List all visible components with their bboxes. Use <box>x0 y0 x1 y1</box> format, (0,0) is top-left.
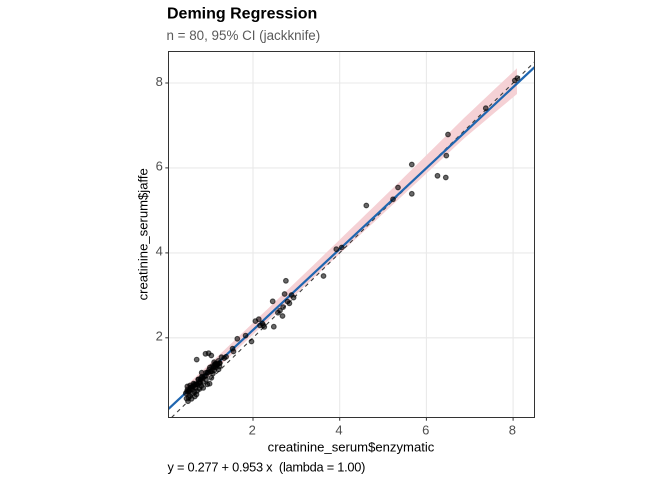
svg-text:4: 4 <box>156 244 163 259</box>
svg-text:8: 8 <box>156 74 163 89</box>
svg-text:n = 80, 95% CI (jackknife): n = 80, 95% CI (jackknife) <box>167 28 321 43</box>
svg-text:4: 4 <box>335 423 342 438</box>
svg-text:6: 6 <box>422 423 429 438</box>
svg-text:creatinine_serum$jaffe: creatinine_serum$jaffe <box>136 168 151 300</box>
svg-text:8: 8 <box>509 423 516 438</box>
svg-text:2: 2 <box>156 329 163 344</box>
svg-text:Deming Regression: Deming Regression <box>167 6 317 23</box>
svg-text:6: 6 <box>156 159 163 174</box>
svg-text:y = 0.277 + 0.953 x (lambda =: y = 0.277 + 0.953 x (lambda = 1.00) <box>168 459 366 474</box>
svg-text:creatinine_serum$enzymatic: creatinine_serum$enzymatic <box>268 440 435 455</box>
svg-text:2: 2 <box>249 423 256 438</box>
